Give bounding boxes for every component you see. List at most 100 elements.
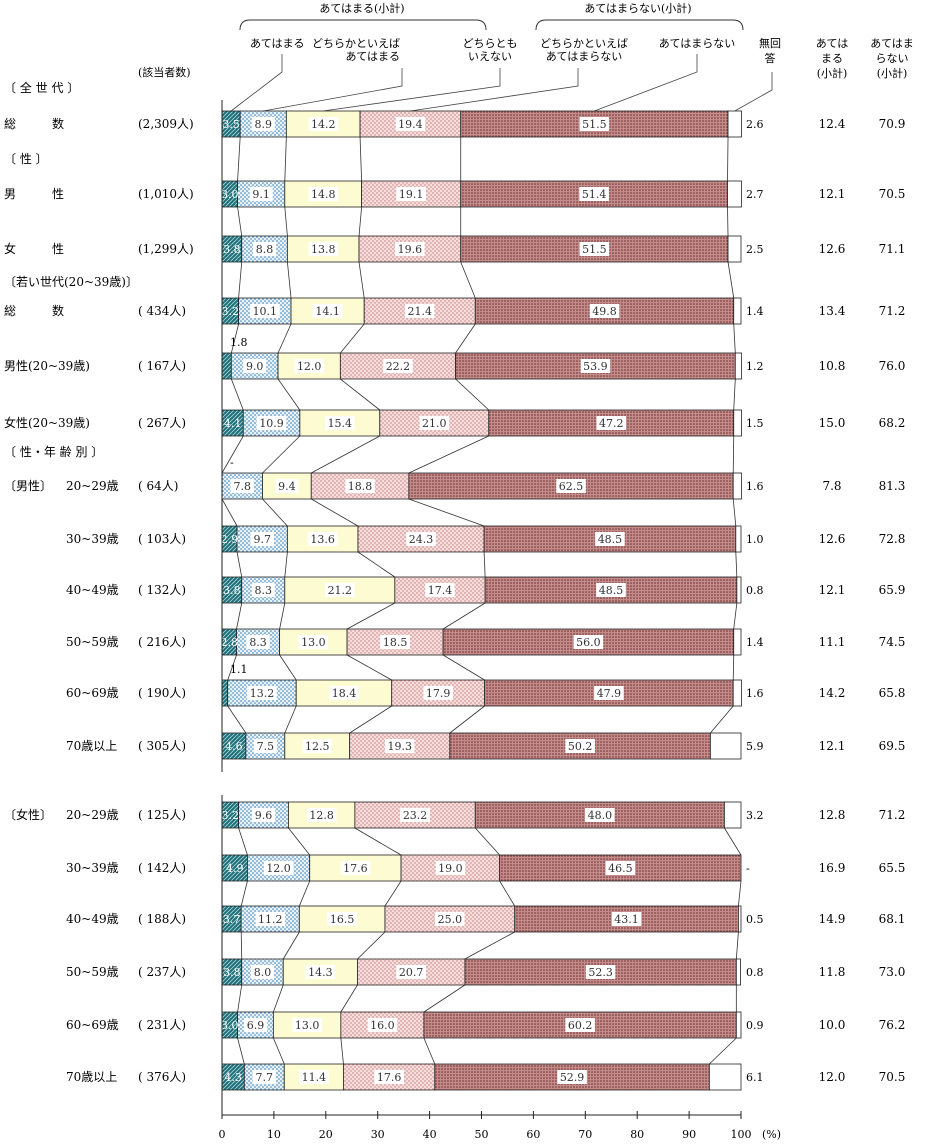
row-label: 60~69歳 xyxy=(66,1018,119,1032)
row-count: ( 237人) xyxy=(138,965,186,979)
data-label-bg xyxy=(306,808,337,822)
data-label-bg xyxy=(250,304,280,318)
no-answer-label: 1.6 xyxy=(746,480,764,493)
connector-line xyxy=(732,498,737,527)
bar-segment-6 xyxy=(733,297,742,325)
data-label: 13.6 xyxy=(310,533,335,546)
data-label-outside: - xyxy=(230,456,234,469)
data-label: 19.0 xyxy=(438,862,463,875)
data-label-bg xyxy=(312,304,343,318)
row-label: 40~49歳 xyxy=(66,912,119,926)
legend-pointer-2 xyxy=(263,68,403,112)
row-count: (1,010人) xyxy=(138,187,194,201)
data-label: 21.4 xyxy=(407,305,432,318)
data-label: 7.5 xyxy=(257,740,275,753)
data-label-bg xyxy=(419,416,450,430)
connector-line xyxy=(311,498,359,527)
data-label: 3.2 xyxy=(222,305,240,318)
data-label-bg xyxy=(292,1018,322,1032)
data-label: 4.1 xyxy=(224,417,242,430)
group-label: 〔女性〕 xyxy=(4,807,52,822)
connector-line xyxy=(733,323,736,354)
data-label-bg xyxy=(565,739,595,753)
data-label-bg xyxy=(585,808,615,822)
legend-pointer-3 xyxy=(323,68,501,112)
row-count: ( 103人) xyxy=(138,532,186,546)
data-label: 23.2 xyxy=(403,809,428,822)
data-label: 13.2 xyxy=(250,687,275,700)
data-label: 19.3 xyxy=(388,740,413,753)
connector-line xyxy=(237,1037,245,1065)
connector-line xyxy=(311,435,380,474)
data-label: 14.3 xyxy=(308,966,333,979)
data-label-bg xyxy=(435,912,465,926)
bar-segment-6 xyxy=(734,352,742,380)
data-label: 20.7 xyxy=(399,966,424,979)
data-label-bg xyxy=(579,187,609,201)
connector-line xyxy=(408,498,485,527)
data-label-bg xyxy=(298,635,329,649)
legend-item-3-line1: どちらとも xyxy=(463,37,518,50)
connector-line xyxy=(284,551,288,578)
data-label: 3.8 xyxy=(223,966,241,979)
connector-line xyxy=(357,931,386,960)
applies-subtotal: 16.9 xyxy=(819,861,846,875)
data-label: 4.9 xyxy=(226,862,244,875)
data-label: 17.6 xyxy=(377,1071,402,1084)
not-applies-subtotal: 68.1 xyxy=(879,912,906,926)
connector-line xyxy=(358,261,365,299)
connector-line xyxy=(273,1037,285,1065)
bar-segment-6 xyxy=(727,110,742,138)
header-count: (該当者数) xyxy=(138,65,191,79)
data-label: 50.2 xyxy=(568,740,593,753)
row-count: ( 231人) xyxy=(138,1018,186,1032)
applies-subtotal: 14.9 xyxy=(819,912,846,926)
connector-line xyxy=(236,551,243,578)
data-label-bg xyxy=(243,359,267,373)
data-label-bg xyxy=(252,242,277,256)
x-tick-label: 80 xyxy=(630,1128,644,1141)
not-applies-subtotal: 72.8 xyxy=(879,532,906,546)
data-label: 9.6 xyxy=(255,809,273,822)
row-label: 女 性 xyxy=(4,241,64,256)
data-label-bg xyxy=(275,479,299,493)
no-answer-label: - xyxy=(746,862,750,875)
applies-subtotal: 7.8 xyxy=(822,479,841,493)
row-label: 30~39歳 xyxy=(66,532,119,546)
data-label: 8.3 xyxy=(255,584,273,597)
bars xyxy=(221,110,742,1091)
connector-line xyxy=(455,323,476,354)
data-label-bg xyxy=(251,583,275,597)
legend-item-4-line2: あてはまらない xyxy=(546,50,623,63)
row-label: 40~49歳 xyxy=(66,583,119,597)
connector-line xyxy=(284,136,287,182)
data-label: 49.8 xyxy=(592,305,617,318)
connector-line xyxy=(240,880,248,907)
data-label-bg xyxy=(395,242,425,256)
bar-segment-6 xyxy=(708,1063,742,1091)
connector-line xyxy=(727,261,735,299)
data-label: 2.8 xyxy=(221,636,239,649)
data-label: 4.6 xyxy=(225,740,243,753)
bar-segment-5 xyxy=(434,1063,710,1091)
not-applies-subtotal: 65.5 xyxy=(879,861,906,875)
data-label: 4.3 xyxy=(224,1071,242,1084)
data-label-bg xyxy=(255,912,286,926)
row-count: ( 190人) xyxy=(138,686,186,700)
not-applies-subtotal: 76.0 xyxy=(879,359,906,373)
section-label: 〔 性 〕 xyxy=(4,152,48,166)
bar-segment-6 xyxy=(727,180,742,208)
connector-line xyxy=(354,827,402,856)
data-label-bg xyxy=(251,117,275,131)
bar-segment-6 xyxy=(736,576,742,604)
data-label-bg xyxy=(384,739,415,753)
no-answer-label: 5.9 xyxy=(746,740,764,753)
data-label: 11.4 xyxy=(302,1071,327,1084)
connector-line xyxy=(735,931,739,960)
connector-line xyxy=(227,705,247,734)
connector-line xyxy=(340,984,358,1013)
connector-line xyxy=(460,261,476,299)
x-axis: 0 10 20 30 40 50 60 70 80 90 100 (%) xyxy=(219,100,781,1141)
section-label: 〔若い世代(20~39歳)〕 xyxy=(4,275,138,289)
